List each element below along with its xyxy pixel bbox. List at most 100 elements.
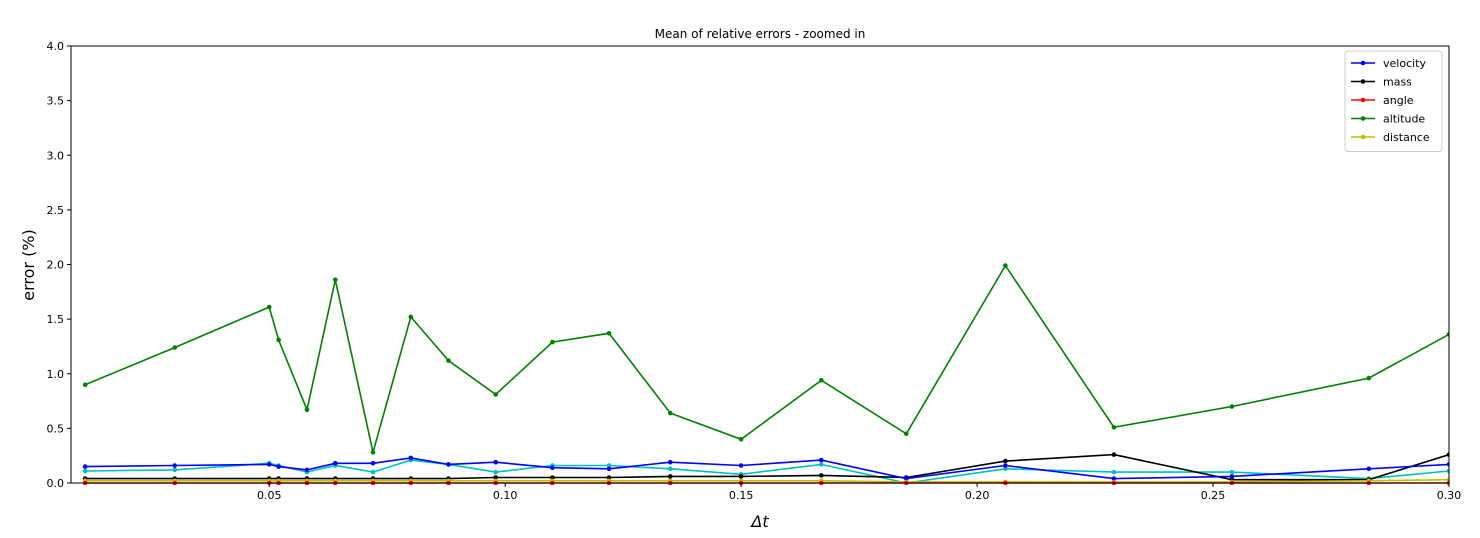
chart-title: Mean of relative errors - zoomed in (655, 27, 866, 41)
data-point (1446, 468, 1449, 474)
legend-label: altitude (1383, 113, 1425, 126)
data-point (606, 475, 612, 480)
data-point (333, 277, 338, 283)
legend-swatch-marker (1360, 97, 1366, 103)
data-point (819, 473, 824, 478)
legend-item-velocity: velocity (1351, 57, 1426, 70)
data-point (1111, 452, 1117, 457)
data-point (172, 345, 178, 350)
data-point (266, 304, 272, 310)
data-point (172, 467, 178, 473)
legend-item-mass: mass (1351, 76, 1412, 89)
series-altitude (82, 263, 1449, 455)
y-tick-label: 4.0 (47, 40, 65, 53)
data-point (446, 462, 451, 467)
data-point (550, 475, 555, 480)
legend-swatch-marker (1360, 134, 1366, 140)
legend-swatch-marker (1360, 116, 1366, 121)
y-tick-label: 1.0 (47, 368, 65, 381)
y-tick-label: 2.0 (47, 259, 65, 272)
data-point (668, 466, 673, 472)
data-point (333, 461, 338, 466)
legend-item-distance: distance (1351, 131, 1430, 144)
data-point (738, 463, 744, 468)
x-tick-label: 0.15 (729, 489, 754, 502)
data-point (819, 462, 824, 467)
data-point (1111, 476, 1117, 481)
x-tick-label: 0.30 (1437, 489, 1462, 502)
y-axis-label: error (%) (19, 229, 38, 301)
data-point (1003, 458, 1008, 464)
legend-label: angle (1383, 94, 1414, 107)
data-point (1229, 404, 1235, 409)
data-point (1111, 469, 1117, 475)
data-point (819, 457, 824, 463)
data-point (304, 407, 310, 413)
data-point (1446, 452, 1449, 457)
data-point (1446, 462, 1449, 467)
data-point (738, 437, 744, 442)
data-point (904, 476, 909, 481)
legend-item-altitude: altitude (1351, 113, 1425, 126)
legend-label: distance (1383, 131, 1430, 144)
data-point (370, 450, 376, 455)
data-point (606, 331, 612, 336)
legend-swatch-marker (1360, 79, 1366, 84)
data-point (550, 465, 555, 471)
data-point (276, 337, 281, 343)
data-point (82, 468, 88, 474)
series-velocity (82, 455, 1449, 481)
legend-label: mass (1383, 76, 1412, 89)
data-point (493, 459, 499, 465)
data-point (493, 475, 499, 480)
data-point (266, 462, 272, 467)
data-point (1111, 425, 1117, 430)
data-point (172, 463, 178, 468)
x-tick-label: 0.20 (965, 489, 990, 502)
data-point (446, 358, 451, 363)
plot-frame (70, 45, 1450, 484)
data-point (82, 382, 88, 388)
data-point (1003, 263, 1008, 268)
y-tick-label: 0.0 (47, 477, 65, 490)
data-point (668, 474, 673, 479)
data-point (1003, 466, 1008, 472)
data-point (370, 469, 376, 475)
data-point (1446, 332, 1449, 337)
data-point (668, 410, 673, 416)
data-point (1366, 375, 1372, 381)
data-point (408, 455, 414, 461)
legend-label: velocity (1383, 57, 1426, 70)
data-point (276, 464, 281, 469)
y-tick-label: 1.5 (47, 313, 65, 326)
data-point (738, 474, 744, 479)
data-point (1229, 469, 1235, 475)
data-point (819, 378, 824, 383)
data-point (493, 392, 499, 397)
data-point (493, 469, 499, 475)
axis-ticks: 0.05 0.10 0.15 0.20 0.25 0.30 0.0 0.5 1.0 1.5 2.0 2… (47, 40, 1462, 502)
data-point (1003, 463, 1008, 468)
data-point (82, 464, 88, 469)
legend-box (1344, 50, 1443, 152)
data-point (370, 461, 376, 466)
y-tick-label: 3.0 (47, 149, 65, 162)
plot-area (82, 263, 1449, 485)
x-axis-label: Δt (749, 512, 769, 531)
y-tick-label: 2.5 (47, 204, 65, 217)
legend-swatch-marker (1360, 60, 1366, 66)
data-point (1229, 474, 1235, 479)
data-point (304, 467, 310, 473)
legend: velocity mass angle altitude distance (1344, 50, 1443, 152)
x-tick-label: 0.05 (257, 489, 282, 502)
legend-item-angle: angle (1351, 94, 1414, 107)
series-line-altitude (84, 264, 1449, 453)
x-tick-label: 0.25 (1201, 489, 1226, 502)
y-tick-label: 0.5 (47, 422, 65, 435)
data-point (606, 463, 612, 468)
data-point (904, 431, 909, 437)
x-tick-label: 0.10 (493, 489, 518, 502)
data-point (606, 466, 612, 472)
data-point (408, 314, 414, 320)
